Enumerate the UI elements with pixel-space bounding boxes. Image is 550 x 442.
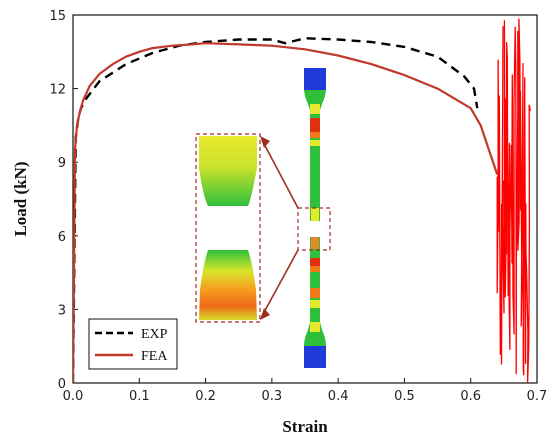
specimen-upper-band: [310, 104, 320, 114]
y-tick-label: 0: [58, 377, 66, 392]
exp-series-line: [73, 37, 479, 383]
specimen-neck-upper: [311, 208, 319, 221]
specimen-bottom-grip: [304, 346, 326, 368]
y-tick-label: 9: [58, 156, 66, 171]
x-tick-label: 0.4: [328, 389, 349, 404]
x-tick-label: 0.2: [195, 389, 216, 404]
zoom-bottom-piece: [199, 250, 257, 320]
tick-labels: 0.0 0.1 0.2 0.3 0.4 0.5 0.6 0.7 0 3 6 9 12 15: [49, 9, 547, 404]
zoom-arrow-lower-head: [260, 308, 270, 320]
neck-highlight-box: [297, 207, 331, 251]
x-tick-label: 0.7: [527, 389, 548, 404]
specimen-lower-band: [310, 322, 320, 332]
zoom-dashed-frame: [195, 133, 261, 323]
specimen-neck-gap: [310, 221, 320, 237]
zoom-inset: [195, 133, 299, 323]
specimen-orange-band-3: [310, 288, 320, 298]
specimen-red-band-1: [310, 118, 320, 132]
x-axis-title: Strain: [282, 417, 328, 436]
legend: EXP FEA: [88, 318, 178, 370]
legend-fea-label: FEA: [141, 349, 168, 364]
specimen-model: [297, 68, 331, 368]
x-tick-label: 0.5: [394, 389, 415, 404]
fea-fracture-noise: [496, 18, 531, 383]
specimen-yellow-band-2: [310, 300, 320, 308]
x-tick-label: 0.3: [262, 389, 283, 404]
y-axis-title: Load (kN): [11, 161, 30, 236]
specimen-orange-band-2: [310, 266, 320, 272]
legend-box: [88, 318, 178, 370]
zoom-arrow-upper-head: [260, 136, 270, 148]
specimen-top-grip: [304, 68, 326, 90]
x-tick-label: 0.1: [129, 389, 150, 404]
specimen-orange-band-1: [310, 132, 320, 138]
zoom-arrow-lower-line: [261, 249, 299, 317]
y-tick-label: 15: [49, 9, 66, 24]
zoom-top-piece: [199, 136, 257, 206]
specimen-yellow-band-1: [310, 140, 320, 146]
specimen-red-band-2: [310, 258, 320, 266]
fea-series-line: [73, 42, 499, 383]
series-layer: [73, 18, 531, 383]
x-tick-label: 0.0: [63, 389, 84, 404]
y-tick-label: 12: [49, 83, 66, 98]
y-tick-label: 3: [58, 303, 66, 318]
plot-frame: [72, 14, 538, 384]
specimen-neck-lower: [311, 237, 319, 249]
legend-exp-label: EXP: [141, 327, 168, 342]
x-tick-label: 0.6: [460, 389, 481, 404]
zoom-arrow-upper-line: [261, 139, 299, 209]
y-tick-label: 6: [58, 230, 66, 245]
